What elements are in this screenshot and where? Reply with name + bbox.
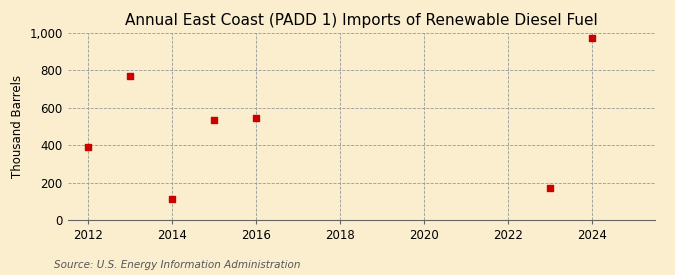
- Title: Annual East Coast (PADD 1) Imports of Renewable Diesel Fuel: Annual East Coast (PADD 1) Imports of Re…: [125, 13, 597, 28]
- Point: [83, 145, 94, 149]
- Point: [545, 186, 556, 190]
- Point: [167, 197, 178, 202]
- Y-axis label: Thousand Barrels: Thousand Barrels: [11, 75, 24, 178]
- Point: [251, 116, 262, 120]
- Point: [209, 118, 220, 122]
- Point: [125, 74, 136, 78]
- Text: Source: U.S. Energy Information Administration: Source: U.S. Energy Information Administ…: [54, 260, 300, 270]
- Point: [587, 35, 597, 40]
